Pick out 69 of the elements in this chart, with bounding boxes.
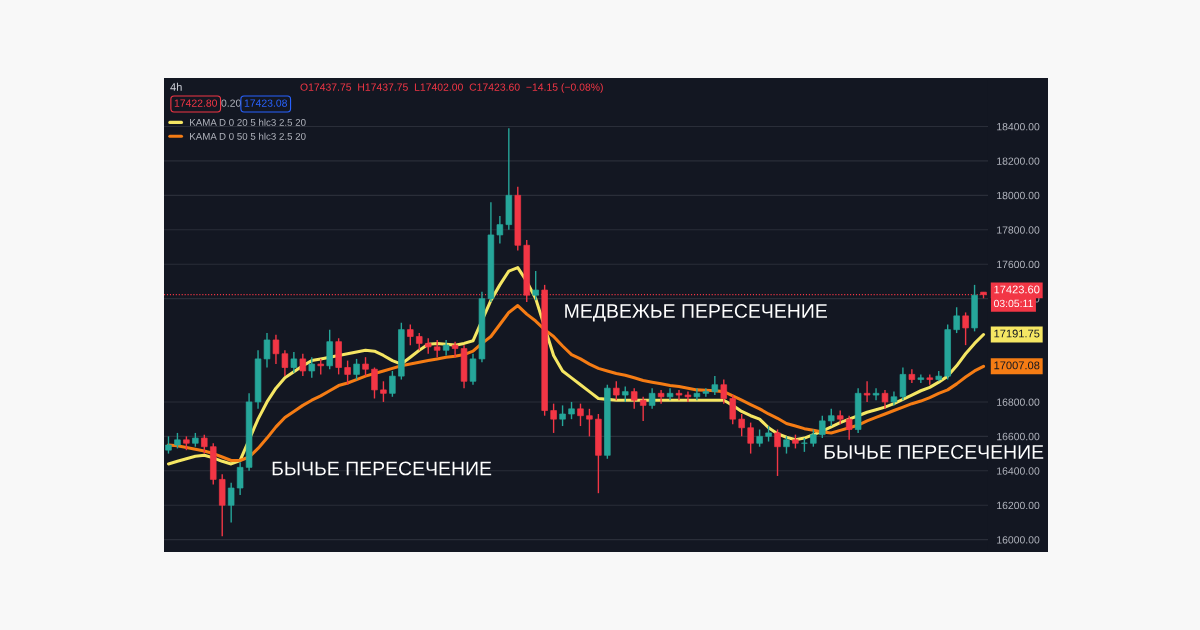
candlestick xyxy=(371,366,378,400)
candlestick xyxy=(496,215,504,245)
candlestick xyxy=(729,394,736,426)
candlestick xyxy=(666,387,674,401)
data-label: 17007.08 xyxy=(994,361,1040,370)
candlestick xyxy=(586,408,593,438)
candlestick xyxy=(272,334,280,365)
candlestick xyxy=(290,351,298,374)
candlestick xyxy=(693,387,701,401)
legend-label: KAMA D 0 50 5 hlc3 2.5 20 xyxy=(190,132,306,140)
candlestick xyxy=(407,323,414,346)
candlestick xyxy=(227,482,235,524)
candlestick xyxy=(657,389,665,405)
candlestick xyxy=(308,356,315,379)
candlestick xyxy=(881,389,889,410)
annotation: БЫЧЬЕ ПЕРЕСЕЧЕНИЕ xyxy=(824,445,1044,459)
candlestick xyxy=(631,387,638,410)
annotation: БЫЧЬЕ ПЕРЕСЕЧЕНИЕ xyxy=(272,461,492,476)
candlestick xyxy=(899,366,907,401)
candlestick xyxy=(281,349,289,377)
y-tick-label: 18400.00 xyxy=(997,122,1040,131)
candlestick xyxy=(550,402,557,434)
candlestick xyxy=(532,270,539,302)
annotation: МЕДВЕЖЬЕ ПЕРЕСЕЧЕНИЕ xyxy=(565,304,827,322)
y-tick-label: 17600.00 xyxy=(997,260,1040,269)
candlestick xyxy=(353,358,360,381)
candlestick xyxy=(236,461,244,496)
candlestick xyxy=(299,353,307,377)
y-tick-label: 16000.00 xyxy=(997,536,1040,544)
candlestick xyxy=(639,396,647,422)
candlestick xyxy=(845,415,853,441)
candlestick xyxy=(559,404,566,427)
candlestick xyxy=(201,433,208,455)
candlestick xyxy=(380,380,387,403)
candlestick xyxy=(774,428,781,477)
candlestick xyxy=(451,340,459,358)
y-tick-label: 18200.00 xyxy=(997,157,1040,165)
candlestick xyxy=(389,370,396,398)
y-tick-label: 18000.00 xyxy=(997,191,1040,200)
candlestick xyxy=(738,413,745,438)
candlestick xyxy=(953,306,960,334)
candlestick xyxy=(720,378,727,405)
annotation: O17437.75 H17437.75 L17402.00 C17423.60 −14.15 (−0.08%) xyxy=(300,83,603,93)
y-tick-label: 16600.00 xyxy=(997,432,1040,441)
candlestick xyxy=(433,339,441,358)
candlestick xyxy=(872,387,880,401)
legend-label: KAMA D 0 20 5 hlc3 2.5 20 xyxy=(190,118,306,126)
text: 03:05:11 xyxy=(993,299,1033,308)
chart-title: 4h xyxy=(170,82,182,91)
annotation: 17422.80 xyxy=(174,99,218,107)
candlestick xyxy=(344,359,351,386)
y-tick-label: 16800.00 xyxy=(997,398,1040,406)
candlestick xyxy=(819,415,826,439)
data-label: 17191.75 xyxy=(994,329,1040,338)
y-tick-label: 17800.00 xyxy=(997,226,1040,234)
candlestick xyxy=(613,380,620,401)
y-tick-label: 16400.00 xyxy=(997,467,1040,475)
candlestick xyxy=(863,380,871,403)
candlestick xyxy=(702,387,710,398)
candlestick xyxy=(362,356,369,377)
y-tick-label: 16200.00 xyxy=(997,501,1040,510)
candlestick xyxy=(747,421,754,455)
candlestick xyxy=(962,311,969,346)
annotation: 17423.08 xyxy=(244,99,287,107)
candlestick xyxy=(577,402,584,427)
candlestick xyxy=(711,375,719,396)
candlestick xyxy=(917,373,925,384)
candlestick xyxy=(648,387,656,410)
ref-line-label: 17423.60 xyxy=(994,285,1040,294)
